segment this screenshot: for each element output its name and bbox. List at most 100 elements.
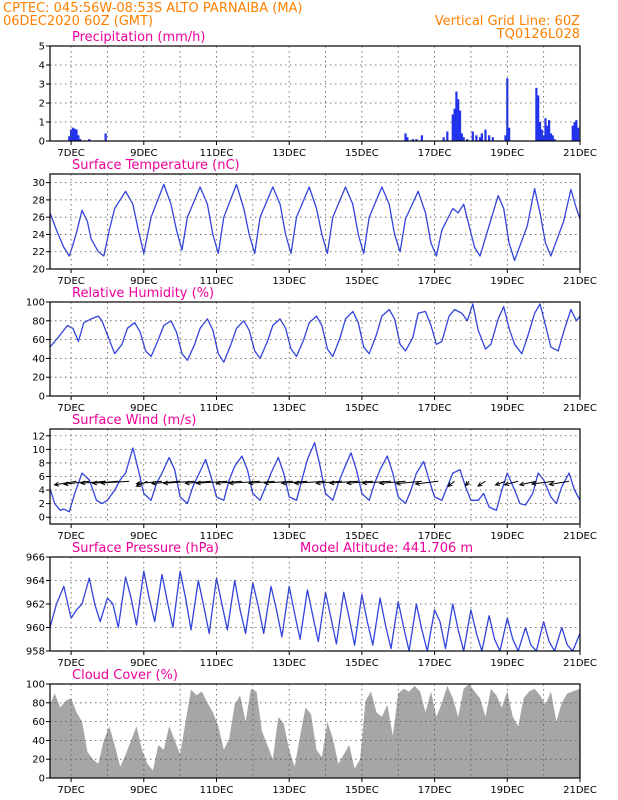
precip-bar: [88, 139, 91, 141]
precip-xtick-label: 7DEC: [57, 148, 84, 159]
cloud-xtick-label: 21DEC: [563, 785, 597, 796]
wind-arrow-head: [135, 480, 141, 486]
wind-ytick-label: 0: [39, 513, 45, 524]
wind-arrow-head: [280, 480, 287, 486]
precip-bar: [475, 135, 478, 141]
cloud-xtick-label: 11DEC: [200, 785, 234, 796]
temperature-title: Surface Temperature (nC): [72, 158, 240, 173]
cloud-xtick-label: 7DEC: [57, 785, 84, 796]
wind-xtick-label: 11DEC: [200, 531, 234, 542]
wind-arrow-head: [447, 482, 453, 488]
wind-arrow-head: [99, 480, 106, 486]
cloud-title: Cloud Cover (%): [72, 668, 178, 683]
precip-bar: [546, 125, 549, 141]
wind-arrow-shaft: [415, 480, 439, 485]
wind-arrow-head: [346, 480, 352, 486]
precip-bar: [542, 135, 545, 141]
wind-ytick-label: 6: [39, 472, 45, 483]
temperature-line: [50, 183, 580, 262]
precip-xtick-label: 15DEC: [345, 148, 379, 159]
run-code: TQ0126L028: [496, 27, 580, 42]
wind-ytick-label: 8: [39, 458, 45, 469]
precip-bar: [75, 129, 78, 141]
precip-bar: [573, 122, 576, 141]
pressure-xtick-label: 17DEC: [418, 658, 452, 669]
wind-arrow-head: [378, 480, 385, 486]
wind-arrow-shaft: [249, 480, 275, 484]
wind-arrow-head: [215, 480, 221, 486]
pressure-ytick-label: 966: [26, 553, 45, 564]
precip-bar: [79, 139, 82, 141]
wind-ytick-label: 2: [39, 499, 45, 510]
pressure-xtick-label: 15DEC: [345, 658, 379, 669]
wind-arrow-shaft: [80, 480, 106, 484]
precip-frame: [49, 45, 581, 142]
humidity-xtick-label: 11DEC: [200, 403, 234, 414]
pressure-xtick-label: 13DEC: [272, 658, 306, 669]
wind-xtick-label: 7DEC: [57, 531, 84, 542]
precip-bar: [411, 139, 414, 141]
wind-xtick-label: 21DEC: [563, 531, 597, 542]
wind-arrow-head: [91, 480, 98, 486]
humidity-xtick-label: 15DEC: [345, 403, 379, 414]
pressure-xtick-label: 11DEC: [200, 658, 234, 669]
wind-arrow-shaft: [136, 480, 148, 487]
wind-arrow-head: [195, 480, 201, 486]
wind-arrow-head: [63, 481, 69, 487]
wind-arrow-shaft: [477, 480, 486, 487]
humidity-panel: 0 20 40 60 80 100 7DEC 9DEC 11DEC 13DEC 15DEC 17DEC…: [26, 286, 597, 414]
precip-panel: 0 1 2 3 4 5 7DEC 9DEC 11DEC 13DEC 15DEC 17DEC 19DEC 2…: [39, 30, 597, 159]
precip-xtick-label: 11DEC: [200, 148, 234, 159]
temperature-xtick-label: 13DEC: [272, 276, 306, 287]
pressure-subtitle: Model Altitude: 441.706 m: [300, 541, 473, 556]
humidity-xtick-label: 17DEC: [418, 403, 452, 414]
wind-arrow-head: [414, 481, 421, 486]
precip-bar: [462, 137, 465, 141]
cloud-panel: 0 20 40 60 80 100 7DEC 9DEC 11DEC 13DEC 15DEC 17DEC…: [26, 668, 597, 796]
temperature-ytick-label: 30: [32, 178, 45, 189]
humidity-ytick-label: 40: [32, 354, 45, 365]
wind-xtick-label: 15DEC: [345, 531, 379, 542]
precip-bar: [484, 129, 487, 141]
wind-ytick-label: 10: [32, 445, 45, 456]
wind-arrow-shaft: [347, 480, 373, 484]
precip-bar: [73, 128, 76, 141]
precip-bar: [544, 118, 547, 141]
wind-xtick-label: 19DEC: [490, 531, 524, 542]
precip-ytick-label: 4: [39, 61, 45, 72]
humidity-ytick-label: 60: [32, 335, 45, 346]
cloud-xtick-label: 15DEC: [345, 785, 379, 796]
wind-arrow-head: [315, 480, 321, 486]
temperature-ytick-label: 20: [32, 265, 45, 276]
humidity-ytick-label: 80: [32, 316, 45, 327]
wind-arrow-head: [477, 481, 483, 487]
wind-arrow-shaft: [229, 480, 261, 484]
humidity-ytick-label: 100: [26, 298, 45, 309]
pressure-ytick-label: 964: [26, 576, 45, 587]
temperature-ytick-label: 28: [32, 195, 45, 206]
precip-bar: [458, 110, 462, 141]
wind-arrow-shaft: [519, 480, 537, 486]
precip-bar: [404, 133, 407, 141]
precip-xtick-label: 9DEC: [130, 148, 157, 159]
precip-ytick-label: 5: [39, 42, 45, 53]
wind-arrow-head: [263, 480, 269, 486]
pressure-panel: 958 960 962 964 966 7DEC 9DEC 11DEC 13DEC 15DEC 17…: [26, 541, 597, 669]
wind-arrow-head: [162, 480, 169, 486]
wind-xtick-label: 13DEC: [272, 531, 306, 542]
precip-bar: [71, 127, 75, 141]
wind-arrow-head: [361, 480, 368, 486]
precip-bar: [453, 108, 456, 141]
cloud-ytick-label: 80: [32, 698, 45, 709]
temperature-xtick-label: 7DEC: [57, 276, 84, 287]
wind-arrow-head: [328, 480, 335, 486]
temperature-ytick-label: 22: [32, 247, 45, 258]
cloud-ytick-label: 60: [32, 717, 45, 728]
pressure-xtick-label: 7DEC: [57, 658, 84, 669]
precip-title: Precipitation (mm/h): [72, 30, 205, 45]
wind-arrow-shaft: [294, 480, 326, 484]
precip-bar: [446, 131, 449, 141]
wind-ytick-label: 4: [39, 486, 45, 497]
precip-ytick-label: 0: [39, 137, 45, 148]
